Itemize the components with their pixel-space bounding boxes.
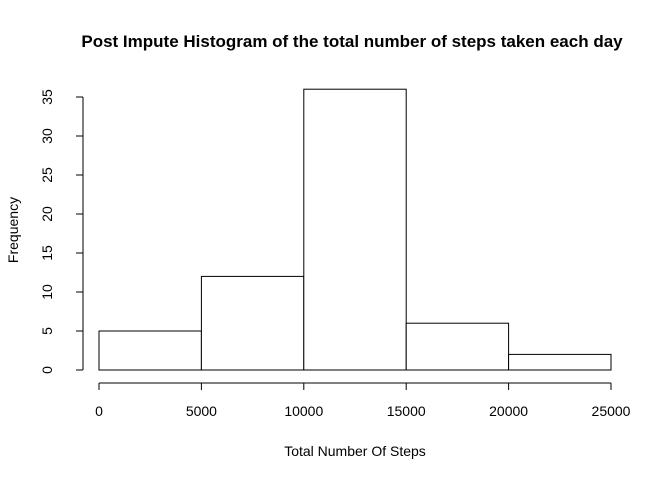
x-tick-label-2: 10000 [284,403,323,419]
bars-group [98,88,612,371]
y-axis-label: Frequency [5,197,21,263]
y-tick-label-3: 15 [39,245,55,261]
y-tick-label-6: 30 [39,128,55,144]
y-tick-label-2: 10 [39,284,55,300]
y-tick-label-0: 0 [39,366,55,374]
y-tick-label-4: 20 [39,206,55,222]
x-axis-label: Total Number Of Steps [284,443,426,459]
histogram-bar-1 [200,275,305,371]
y-tick-label-7: 35 [39,89,55,105]
chart-title: Post Impute Histogram of the total numbe… [81,32,623,51]
y-axis: 0 5 10 15 20 25 30 35 [39,89,84,374]
histogram-bar-4 [508,353,612,371]
histogram-bar-2 [303,88,407,371]
x-tick-label-0: 0 [95,403,103,419]
histogram-bar-0 [98,330,202,371]
x-tick-label-1: 5000 [186,403,217,419]
x-tick-label-3: 15000 [387,403,426,419]
x-axis: 0 5000 10000 15000 20000 25000 [95,382,631,419]
y-tick-label-5: 25 [39,167,55,183]
y-tick-label-1: 5 [39,327,55,335]
x-tick-label-5: 25000 [592,403,631,419]
x-tick-label-4: 20000 [489,403,528,419]
histogram-bar-3 [405,322,510,371]
